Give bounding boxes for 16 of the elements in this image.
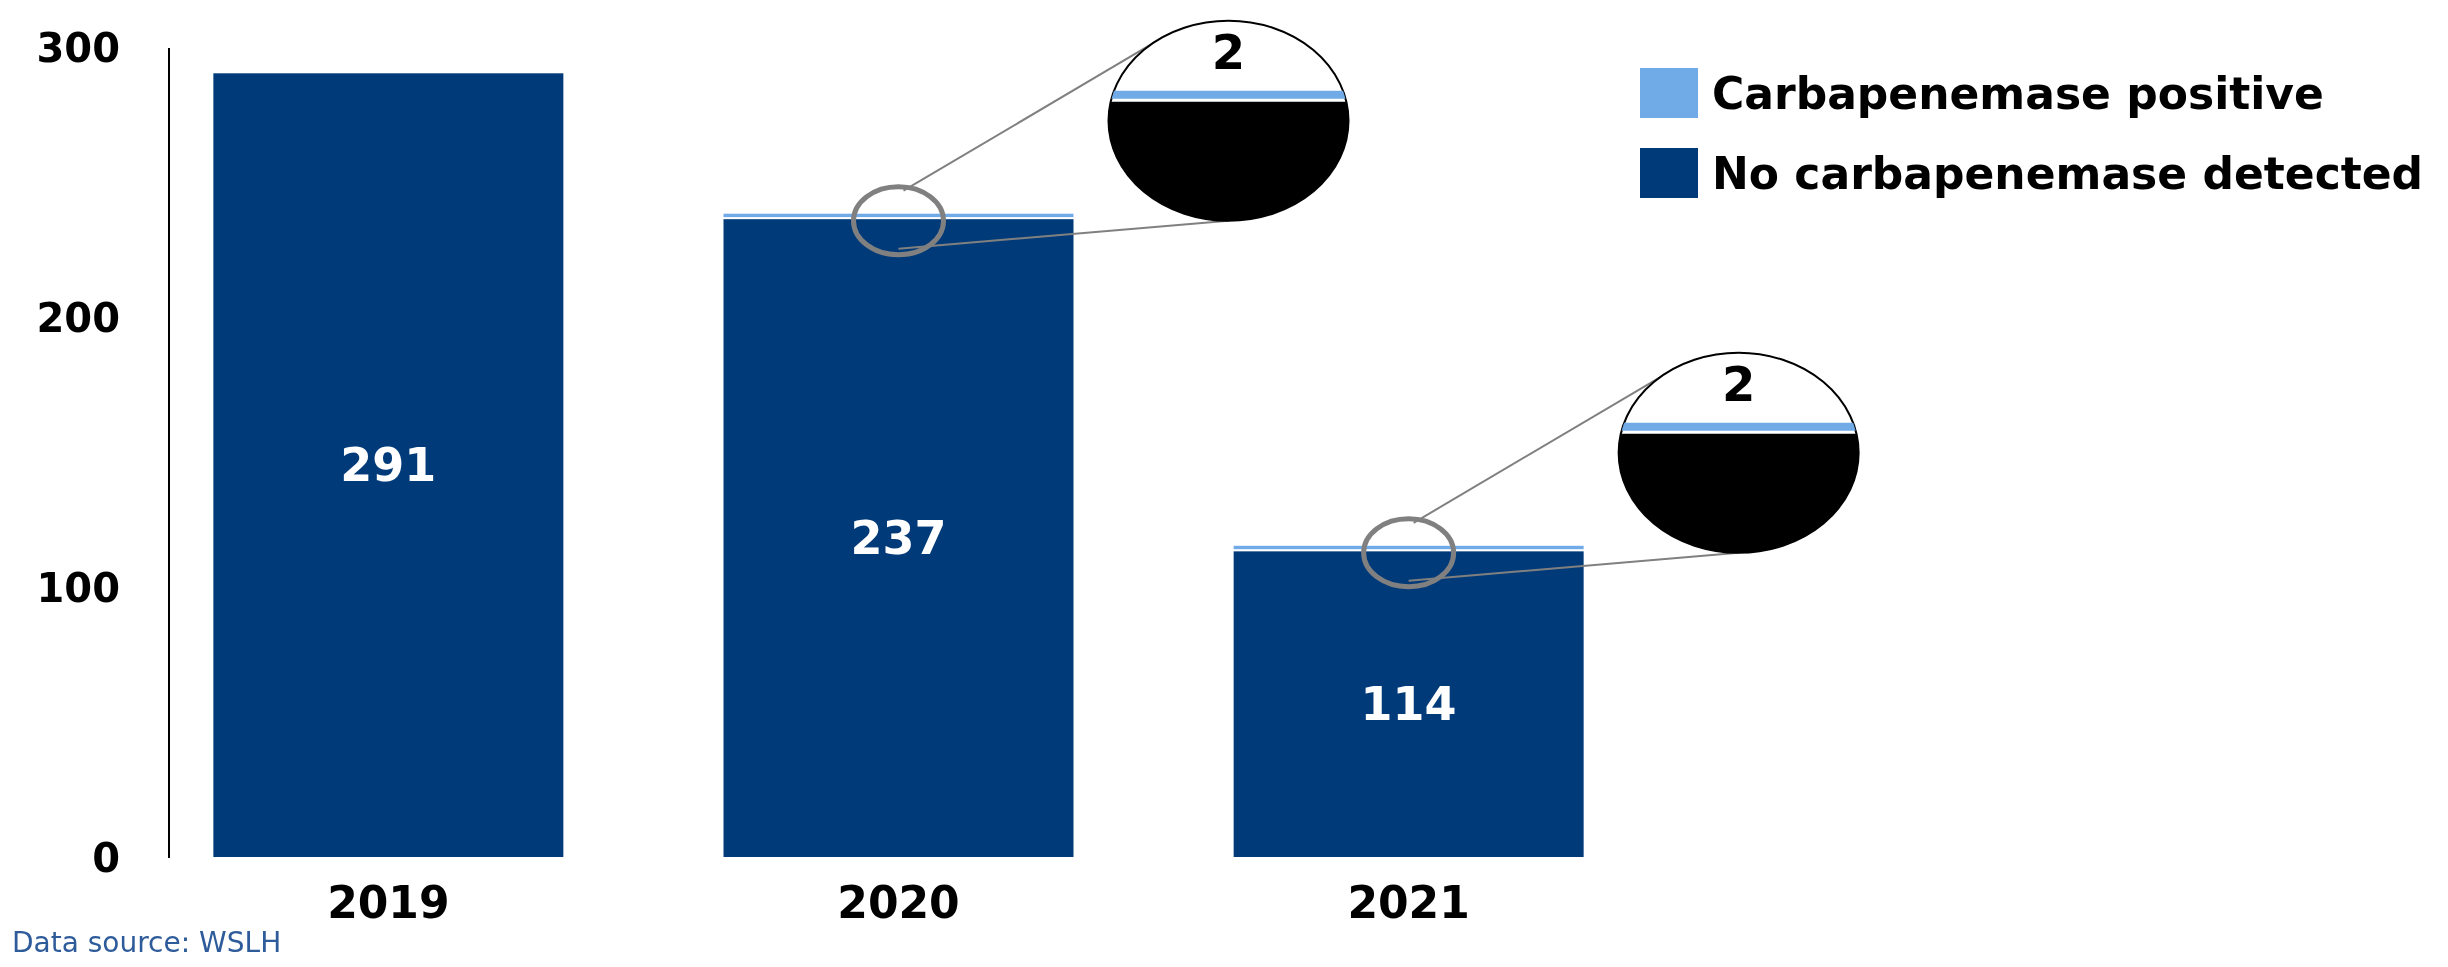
y-tick-label: 0 [92, 835, 120, 881]
data-label: 114 [1360, 677, 1457, 732]
data-label: 237 [850, 511, 947, 566]
y-tick-label: 100 [36, 565, 120, 611]
annotation: 2 [1211, 23, 1246, 80]
source-note: Data source: WSLH [12, 926, 282, 959]
x-tick-label: 2021 [1347, 877, 1470, 928]
y-tick-label: 200 [36, 295, 120, 341]
legend-label: No carbapenemase detected [1712, 148, 2424, 199]
y-tick-label: 300 [36, 25, 120, 71]
legend-label: Carbapenemase positive [1712, 68, 2324, 119]
x-tick-label: 2020 [837, 877, 960, 928]
bar [211, 71, 566, 859]
x-tick-label: 2019 [327, 877, 450, 928]
text: 2 [1721, 355, 1756, 412]
data-label: 291 [340, 438, 437, 493]
